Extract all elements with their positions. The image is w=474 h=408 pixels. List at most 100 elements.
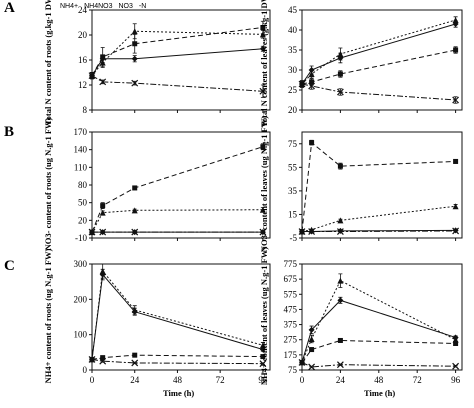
ytick-label-C-right-2: 275: [284, 335, 298, 345]
data-point-A-right-2-1: [309, 79, 315, 85]
xtick-label-C-right-2: 48: [374, 375, 384, 385]
data-point-A-right-3-2: [336, 88, 344, 96]
xtick-label-C-left-2: 48: [173, 375, 183, 385]
ylabel-C-right: NH4+ content of leaves (ug N.g-1 FW): [259, 246, 269, 386]
series-line-A-right-2: [301, 49, 456, 85]
data-point-A-left-3-0: [88, 72, 96, 80]
xtick-label-C-right-1: 24: [336, 375, 346, 385]
ytick-label-B-right-4: 75: [288, 139, 298, 149]
series-line-B-left-2: [91, 146, 264, 233]
ytick-label-C-right-7: 775: [284, 259, 298, 269]
data-point-A-right-1-2: [337, 51, 344, 57]
ytick-label-C-left-2: 200: [74, 294, 88, 304]
data-point-B-left-3-1: [99, 228, 107, 236]
data-point-A-left-3-3: [259, 87, 267, 95]
series-line-C-right-1: [301, 279, 456, 363]
ytick-label-C-right-1: 175: [284, 350, 298, 360]
data-point-B-left-2-2: [132, 185, 138, 191]
data-point-C-left-1-2: [131, 306, 138, 313]
data-point-B-right-2-2: [337, 163, 343, 169]
data-point-B-left-1-3: [259, 206, 266, 213]
xtick-label-C-left-1: 24: [130, 375, 140, 385]
data-point-B-left-2-3: [260, 144, 266, 150]
ytick-label-A-right-0: 20: [288, 105, 298, 115]
series-line-C-right-3: [301, 361, 456, 368]
data-point-A-right-2-2: [337, 71, 343, 77]
panel-letter-b: B: [4, 124, 15, 140]
ytick-label-B-right-3: 55: [288, 162, 298, 172]
series-line-C-left-1: [91, 269, 264, 360]
data-point-B-right-1-2: [337, 217, 344, 224]
data-point-C-left-3-0: [88, 355, 96, 363]
legend-entry-no3: NO3: [118, 3, 133, 10]
ytick-label-C-left-3: 300: [74, 259, 88, 269]
data-point-A-left-3-1: [99, 78, 107, 86]
data-point-B-left-1-2: [131, 207, 138, 214]
series-line-B-right-1: [301, 205, 456, 233]
ytick-label-A-left-4: 24: [78, 5, 88, 15]
ytick-label-A-left-2: 16: [78, 55, 88, 65]
series-line-A-left-3: [91, 75, 263, 92]
data-point-C-right-3-1: [308, 363, 316, 371]
data-point-A-right-3-1: [308, 82, 316, 90]
series-line-B-right-3: [302, 230, 456, 233]
data-point-A-left-0-3: [259, 45, 266, 52]
ytick-label-C-right-6: 675: [284, 274, 298, 284]
data-point-C-left-2-1: [100, 355, 106, 361]
legend-entry-nh4no3: NH4NO3: [84, 3, 113, 10]
data-point-B-right-3-2: [336, 228, 344, 235]
data-point-A-left-2-2: [132, 41, 138, 47]
ytick-label-A-left-1: 12: [78, 80, 87, 90]
data-point-B-left-3-0: [88, 228, 96, 236]
series-line-A-left-2: [91, 27, 263, 76]
data-point-A-left-3-2: [131, 79, 139, 87]
data-point-C-left-2-2: [132, 352, 138, 358]
data-point-B-right-1-3: [452, 203, 459, 210]
data-point-C-left-3-2: [131, 359, 139, 367]
xtick-label-C-right-3: 72: [413, 375, 422, 385]
plot-frame-A-right: [301, 9, 463, 111]
series-line-C-left-0: [91, 273, 264, 360]
data-point-B-left-2-1: [100, 203, 106, 209]
plot-frame-B-left: [91, 131, 271, 239]
ytick-label-B-right-1: 15: [288, 209, 298, 219]
data-point-C-right-1-2: [337, 277, 344, 284]
ytick-label-C-right-5: 575: [284, 289, 298, 299]
data-point-A-left-1-2: [131, 28, 138, 35]
legend-entry-nh4: NH4+: [60, 3, 79, 10]
plot-frame-B-right: [301, 131, 463, 239]
legend-entry-minus-n: -N: [138, 3, 147, 10]
ytick-label-B-left-0: -10: [75, 233, 87, 243]
series-line-A-right-0: [301, 23, 456, 85]
ytick-label-B-left-3: 80: [78, 180, 88, 190]
xtick-label-C-right-0: 0: [300, 375, 305, 385]
xlabel-C-right: Time (h): [364, 388, 396, 398]
series-line-A-left-1: [91, 30, 263, 76]
data-point-A-right-3-3: [452, 96, 460, 104]
data-point-A-left-2-3: [260, 25, 266, 30]
data-point-A-left-1-3: [259, 31, 266, 38]
ytick-label-B-left-6: 170: [74, 127, 88, 137]
data-point-C-left-1-1: [99, 268, 106, 275]
ytick-label-A-right-2: 30: [288, 65, 298, 75]
data-point-C-right-3-0: [298, 359, 306, 366]
xtick-label-C-left-3: 72: [216, 375, 225, 385]
data-point-C-right-3-2: [336, 361, 344, 369]
ylabel-C-left: NH4+ content of roots (ug N.g-1 FW): [43, 248, 53, 384]
series-line-A-left-0: [91, 48, 263, 76]
data-point-B-right-3-0: [298, 228, 306, 235]
plot-frame-A-left: [91, 9, 271, 111]
data-point-B-right-2-3: [453, 158, 459, 164]
data-point-C-right-2-3: [453, 341, 459, 346]
series-line-C-right-0: [301, 299, 456, 363]
ytick-label-C-left-1: 100: [74, 330, 88, 340]
plot-frame-C-left: [91, 263, 271, 371]
data-point-B-left-3-3: [259, 228, 267, 236]
ytick-label-C-right-3: 375: [284, 320, 298, 330]
data-point-B-left-1-1: [99, 209, 106, 216]
series-line-C-right-2: [301, 339, 456, 363]
data-point-C-right-2-1: [309, 347, 315, 353]
ytick-label-A-right-5: 45: [288, 5, 298, 15]
data-point-A-right-3-0: [298, 80, 306, 88]
